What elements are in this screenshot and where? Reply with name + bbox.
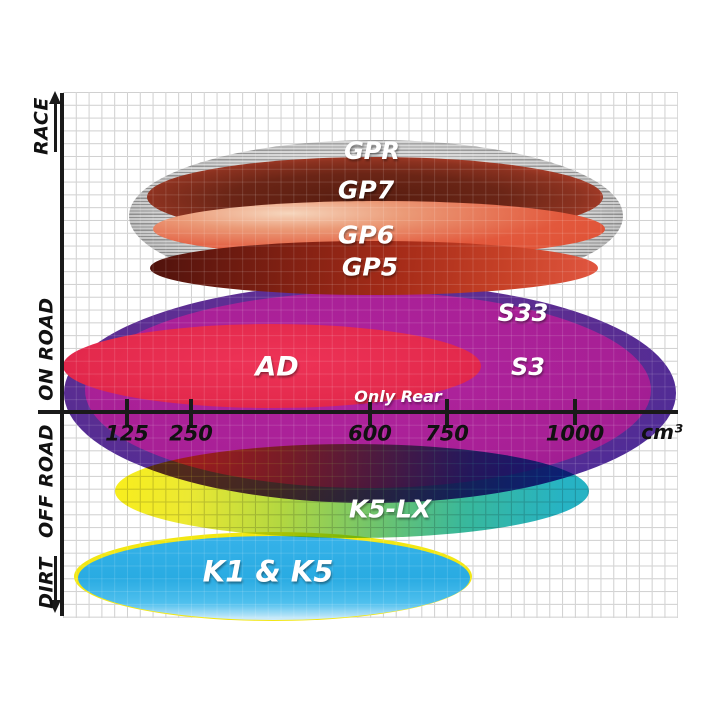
x-tick-600 — [368, 399, 372, 425]
dirt-arrow-down-icon — [48, 600, 61, 613]
dirt-arrow-line — [53, 556, 57, 602]
x-tick-250 — [189, 399, 193, 425]
ellipse-gp5 — [150, 241, 598, 295]
series-label-k1k5: K1 & K5 — [202, 554, 334, 589]
x-tick-label-750: 750 — [425, 421, 469, 446]
ellipse-ad — [63, 324, 481, 408]
x-tick-label-1000: 1000 — [545, 421, 605, 446]
only-rear-annotation: Only Rear — [354, 387, 442, 406]
series-label-k5lx: K5-LX — [348, 494, 432, 524]
ellipse-k5lx — [115, 444, 589, 538]
race-arrow-up-icon — [48, 91, 61, 104]
series-label-ad: AD — [255, 351, 299, 383]
y-category-dirt: DIRT — [35, 557, 58, 609]
x-tick-125 — [125, 399, 129, 425]
y-axis-line — [60, 93, 64, 616]
ellipse-k1k5 — [78, 536, 470, 620]
series-label-gp5: GP5 — [341, 252, 399, 282]
series-label-gpr: GPR — [344, 137, 400, 165]
x-axis-line — [38, 410, 678, 414]
y-category-race: RACE — [30, 97, 53, 155]
x-tick-750 — [445, 399, 449, 425]
x-axis-unit-label: cm³ — [641, 420, 683, 444]
y-category-on-road: ON ROAD — [35, 297, 58, 401]
x-tick-1000 — [573, 399, 577, 425]
x-tick-label-600: 600 — [348, 421, 392, 446]
race-arrow-line — [53, 103, 57, 152]
x-tick-label-250: 250 — [169, 421, 213, 446]
series-label-gp6: GP6 — [337, 220, 395, 250]
y-category-off-road: OFF ROAD — [35, 424, 58, 538]
x-tick-label-125: 125 — [105, 421, 149, 446]
series-label-s3: S3 — [511, 353, 545, 381]
series-label-s33: S33 — [497, 299, 549, 327]
series-label-gp7: GP7 — [337, 175, 395, 205]
